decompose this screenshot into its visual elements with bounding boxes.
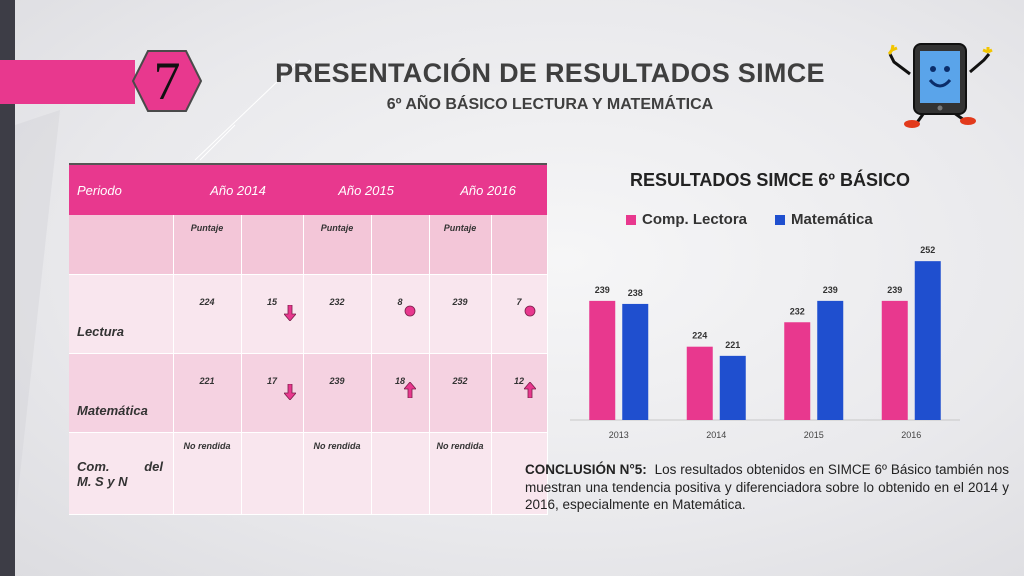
diff-matematica-2016: 12 xyxy=(491,353,548,433)
legend-swatch xyxy=(775,214,786,225)
data-label: 232 xyxy=(790,306,805,316)
slide-number-badge: 7 xyxy=(131,50,203,112)
up-arrow-icon xyxy=(403,382,416,398)
bar-lectora xyxy=(589,300,616,420)
header-periodo: Periodo xyxy=(69,163,173,215)
score-cms-2014: No rendida xyxy=(173,432,242,515)
table-cell xyxy=(491,215,548,275)
diff-value: 15 xyxy=(267,297,278,307)
bar-matematica xyxy=(817,300,844,420)
tablet-mascot-icon xyxy=(888,43,993,128)
row-label-part: M. S y N xyxy=(77,473,128,489)
left-sidebar-strip xyxy=(0,0,15,576)
data-label: 252 xyxy=(920,245,935,255)
row-label-line: Com. del xyxy=(77,459,163,474)
up-arrow-icon xyxy=(523,382,536,398)
diff-value: 18 xyxy=(395,376,406,386)
legend-label: Comp. Lectora xyxy=(642,211,748,228)
chart-title: RESULTADOS SIMCE 6º BÁSICO xyxy=(630,170,910,190)
data-label: 239 xyxy=(887,285,902,295)
x-tick-label: 2014 xyxy=(706,430,726,440)
diff-value: 17 xyxy=(267,376,278,386)
subheader-puntaje-2016: Puntaje xyxy=(429,215,492,275)
bar-lectora xyxy=(784,322,811,420)
score-cms-2016: No rendida xyxy=(429,432,492,515)
bar-lectora xyxy=(686,346,713,420)
down-arrow-icon xyxy=(283,305,296,321)
table-row-com-del-msyn: Com. del M. S y N No rendida No rendida … xyxy=(69,432,548,515)
slide-number: 7 xyxy=(153,51,181,111)
subheader-puntaje-2014: Puntaje xyxy=(173,215,242,275)
header-2015: Año 2015 xyxy=(303,163,430,215)
bar-matematica xyxy=(719,355,746,420)
table-cell xyxy=(69,215,174,275)
diff-lectura-2014: 15 xyxy=(241,274,304,354)
table-cell xyxy=(371,432,430,515)
bar-chart: 2013 239 238 2014 224 221 2015 232 239 2016 239 252 xyxy=(570,245,960,440)
conclusion-body: Los resultados obtenidos en SIMCE 6º Bás… xyxy=(525,462,1009,512)
hexagon-shape xyxy=(131,50,203,112)
page-title: PRESENTACIÓN DE RESULTADOS SIMCE xyxy=(275,58,825,88)
row-label-com-del-msyn: Com. del M. S y N xyxy=(69,432,174,515)
legend-label: Matemática xyxy=(791,211,873,228)
table-row-lectura: Lectura 224 15 232 8 239 7 xyxy=(69,274,548,354)
x-tick-label: 2013 xyxy=(609,430,629,440)
legend-item-matematica: Matemática xyxy=(775,211,873,228)
subheader-puntaje-2015: Puntaje xyxy=(303,215,372,275)
x-tick-label: 2016 xyxy=(901,430,921,440)
diff-lectura-2016: 7 xyxy=(491,274,548,354)
data-label: 224 xyxy=(692,331,707,341)
data-label: 221 xyxy=(725,340,740,350)
down-arrow-icon xyxy=(283,384,296,400)
page-subtitle: 6º AÑO BÁSICO LECTURA Y MATEMÁTICA xyxy=(386,96,714,113)
diff-matematica-2015: 18 xyxy=(371,353,430,433)
chart-legend: Comp. Lectora Matemática xyxy=(626,211,873,228)
score-matematica-2014: 221 xyxy=(173,353,242,433)
conclusion-text: CONCLUSIÓN N°5: Los resultados obtenidos… xyxy=(525,461,1009,514)
slide-number-bar xyxy=(0,60,135,104)
score-lectura-2014: 224 xyxy=(173,274,242,354)
bar-matematica xyxy=(914,261,941,420)
row-label-lectura: Lectura xyxy=(69,274,174,354)
diff-value: 7 xyxy=(516,297,522,307)
header-2016: Año 2016 xyxy=(429,163,548,215)
table-cell xyxy=(491,432,548,515)
row-label-part: del xyxy=(144,458,163,474)
diff-value: 12 xyxy=(514,376,525,386)
diff-lectura-2015: 8 xyxy=(371,274,430,354)
table-cell xyxy=(371,215,430,275)
data-label: 239 xyxy=(823,285,838,295)
score-lectura-2015: 232 xyxy=(303,274,372,354)
diff-matematica-2014: 17 xyxy=(241,353,304,433)
score-lectura-2016: 239 xyxy=(429,274,492,354)
legend-item-lectora: Comp. Lectora xyxy=(626,211,747,228)
row-label-matematica: Matemática xyxy=(69,353,174,433)
results-table: Periodo Año 2014 Año 2015 Año 2016 Punta… xyxy=(69,163,548,515)
table-cell xyxy=(241,432,304,515)
circle-indicator-icon xyxy=(524,305,535,317)
bar-matematica xyxy=(622,303,649,420)
header-2014: Año 2014 xyxy=(173,163,304,215)
conclusion-label: CONCLUSIÓN N°5: xyxy=(525,462,647,477)
table-row-matematica: Matemática 221 17 239 18 252 12 xyxy=(69,353,548,433)
data-label: 239 xyxy=(595,285,610,295)
table-cell xyxy=(241,215,304,275)
score-matematica-2015: 239 xyxy=(303,353,372,433)
score-cms-2015: No rendida xyxy=(303,432,372,515)
score-matematica-2016: 252 xyxy=(429,353,492,433)
legend-swatch xyxy=(626,214,636,225)
table-subheader-row: Puntaje Puntaje Puntaje xyxy=(69,215,548,275)
row-label-part: Com. xyxy=(77,458,110,474)
data-label: 238 xyxy=(628,288,643,298)
table-header-row: Periodo Año 2014 Año 2015 Año 2016 xyxy=(69,163,548,215)
diff-value: 8 xyxy=(397,297,403,307)
circle-indicator-icon xyxy=(404,305,415,317)
x-tick-label: 2015 xyxy=(804,430,824,440)
bar-lectora xyxy=(881,300,908,420)
